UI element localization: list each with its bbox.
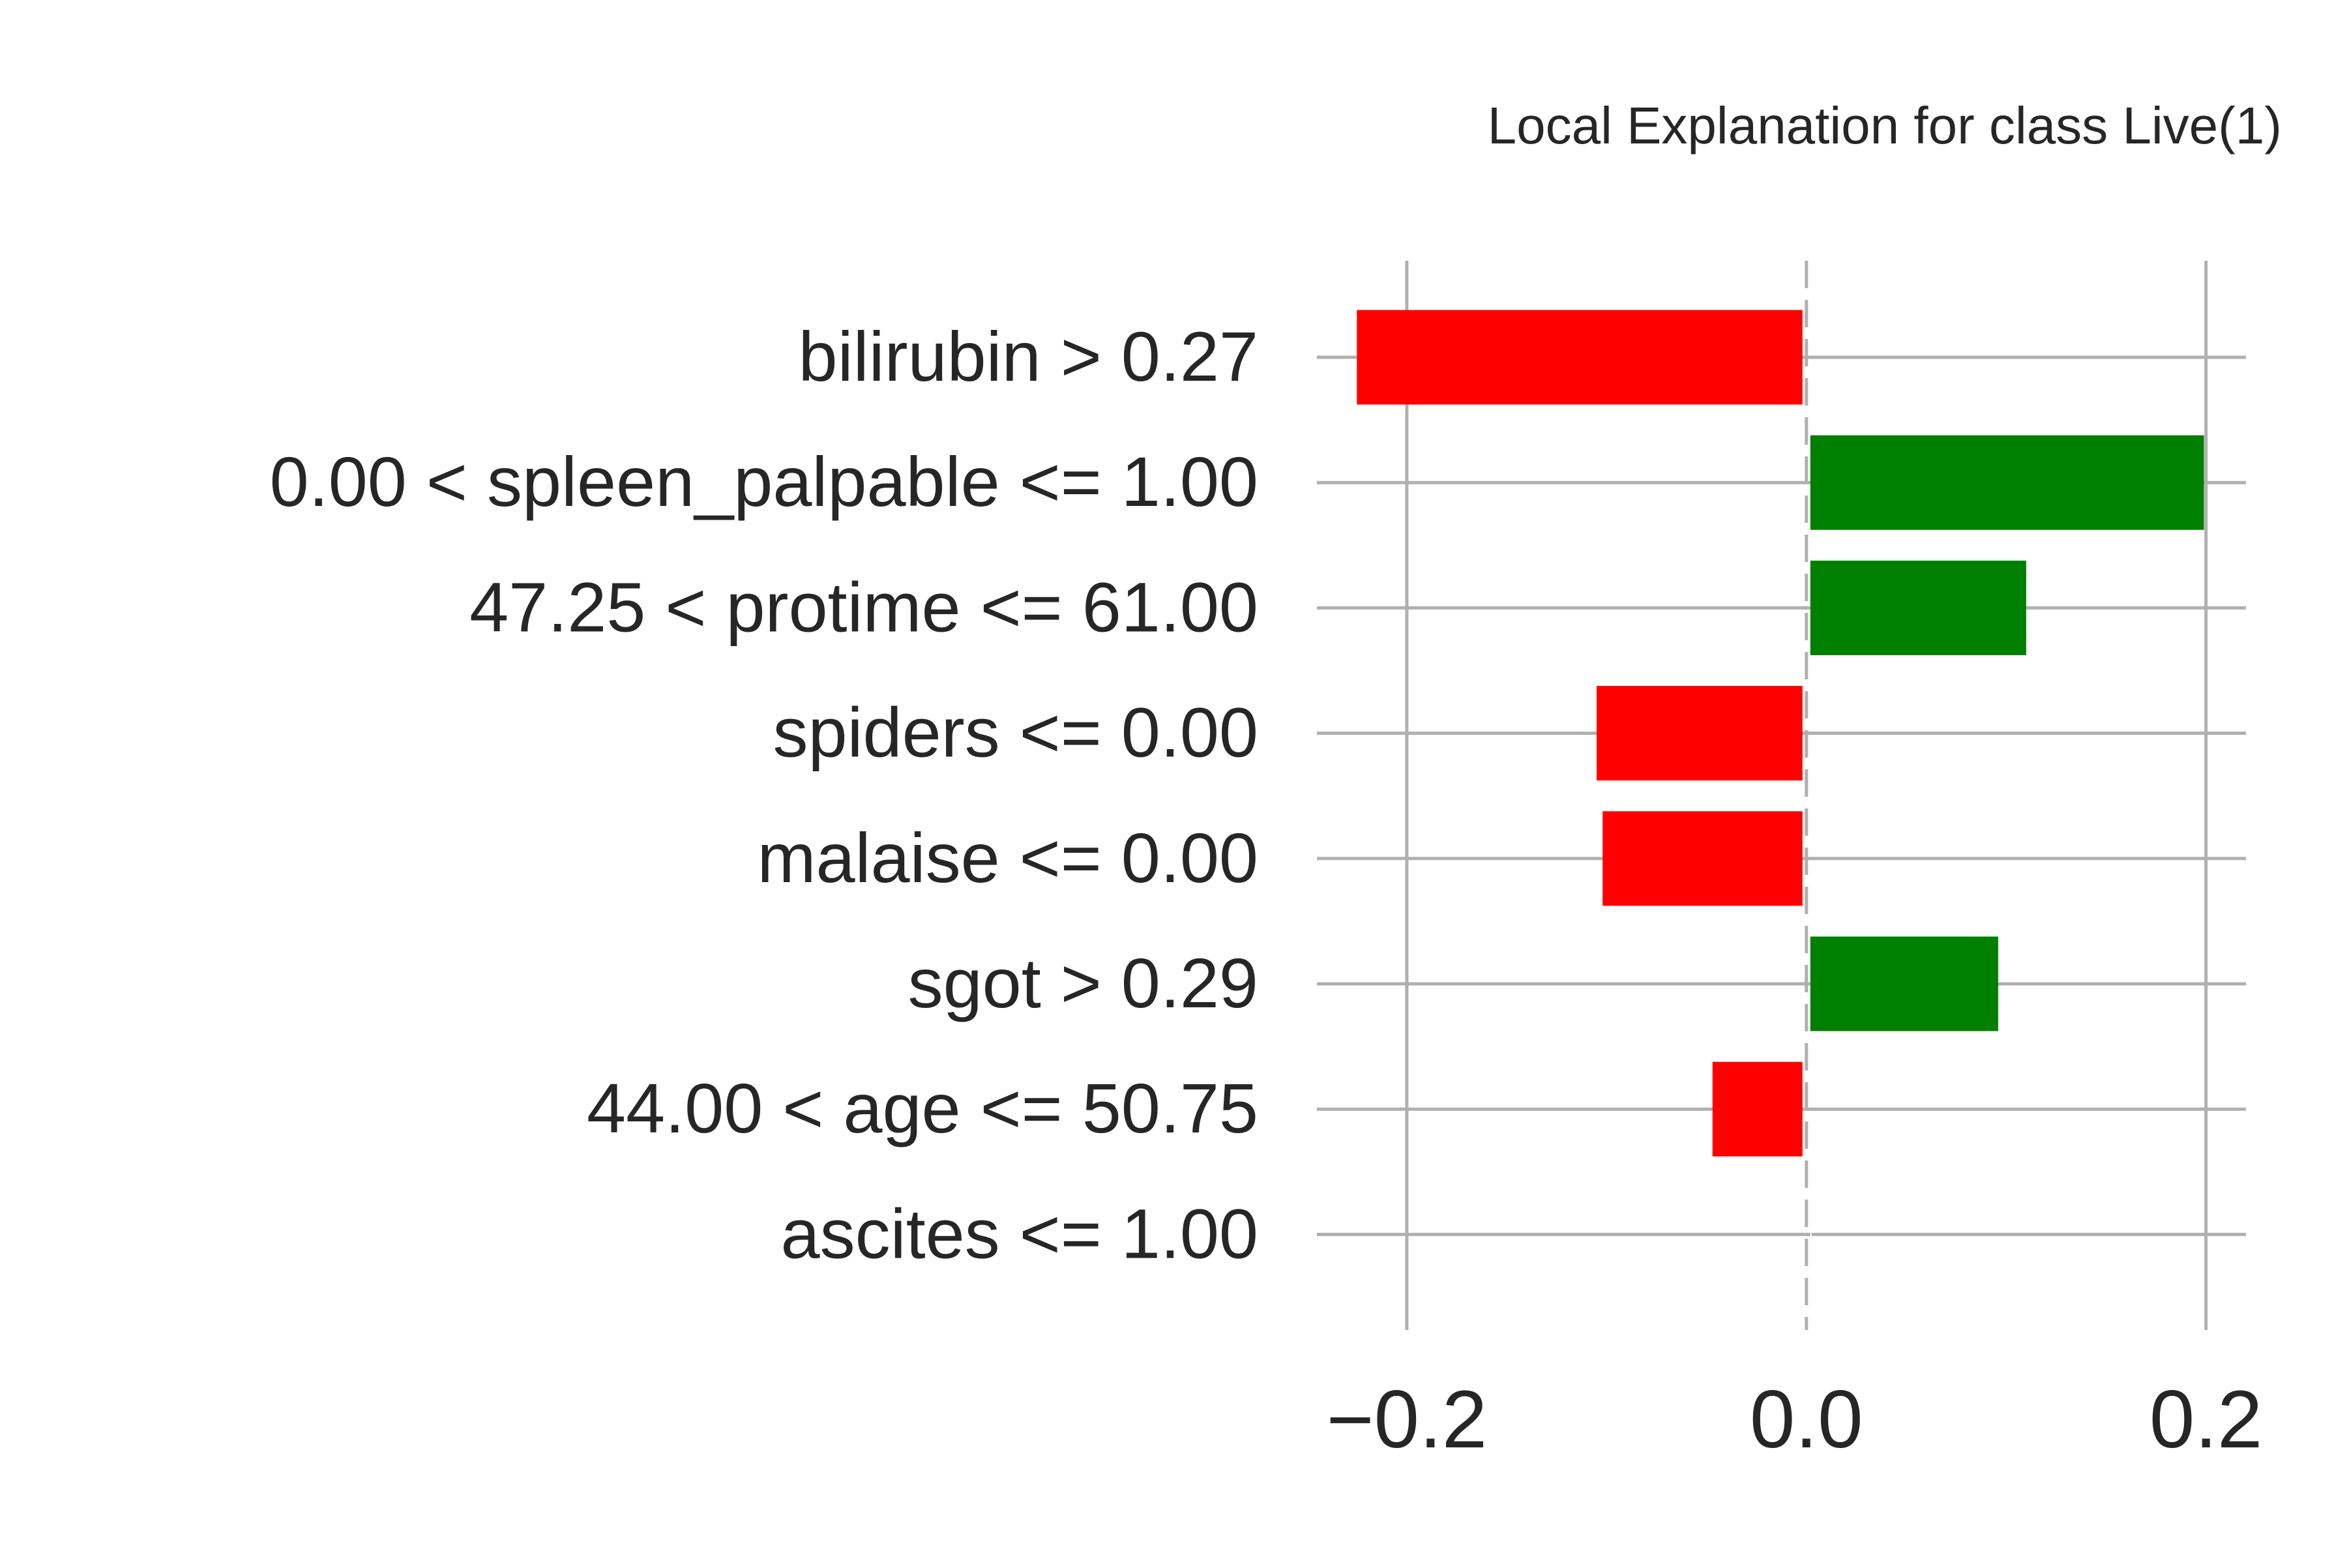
grid: [1317, 261, 2246, 1330]
category-label: spiders <= 0.00: [773, 693, 1258, 772]
category-label: bilirubin > 0.27: [799, 317, 1258, 396]
x-tick-labels: −0.2 0.0 0.2: [1327, 1374, 2263, 1465]
bars: [1357, 310, 2204, 1282]
bar: [1810, 435, 2204, 530]
bar: [1602, 811, 1803, 906]
category-label: 47.25 < protime <= 61.00: [469, 567, 1258, 646]
bar: [1597, 686, 1803, 781]
category-label: 0.00 < spleen_palpable <= 1.00: [270, 442, 1258, 521]
category-label: 44.00 < age <= 50.75: [587, 1069, 1258, 1147]
category-label: sgot > 0.29: [908, 943, 1258, 1022]
x-tick-label: 0.2: [2149, 1374, 2263, 1465]
bar: [1712, 1061, 1803, 1157]
category-labels: bilirubin > 0.27 0.00 < spleen_palpable <…: [270, 317, 1258, 1273]
bar: [1357, 310, 1803, 405]
bar: [1810, 560, 2026, 655]
category-label: malaise <= 0.00: [758, 818, 1259, 897]
chart-title: Local Explanation for class Live(1): [1488, 96, 2282, 155]
bar: [1810, 936, 1998, 1031]
x-tick-label: −0.2: [1327, 1374, 1488, 1465]
x-tick-label: 0.0: [1750, 1374, 1863, 1465]
bar: [1810, 1187, 1812, 1282]
category-label: ascites <= 1.00: [781, 1194, 1258, 1273]
